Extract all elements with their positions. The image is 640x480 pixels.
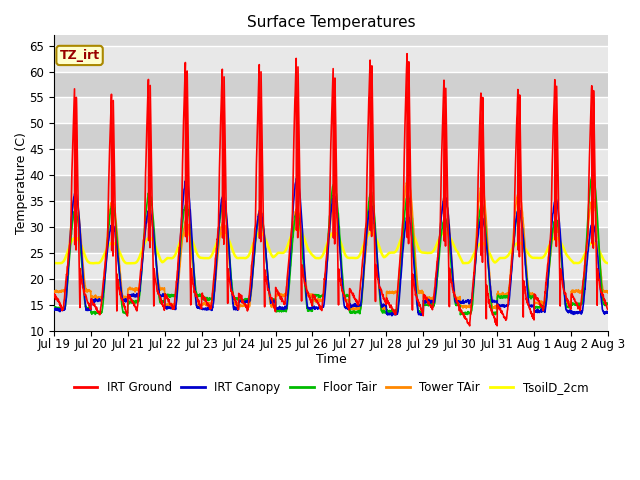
IRT Canopy <box>50 307 58 313</box>
Line: IRT Ground: IRT Ground <box>54 54 608 326</box>
IRT Canopy <box>205 307 212 312</box>
IRT Ground <box>466 323 474 329</box>
Floor Tair <box>604 301 612 307</box>
Bar <box>54 175 608 201</box>
Tower TAir <box>359 282 367 288</box>
Bar <box>54 72 608 97</box>
Floor Tair <box>205 297 212 303</box>
Y-axis label: Temperature (C): Temperature (C) <box>15 132 28 234</box>
TsoilD_2cm <box>359 243 367 249</box>
Bar <box>54 279 608 305</box>
IRT Ground <box>205 302 212 308</box>
TsoilD_2cm <box>404 225 412 230</box>
Floor Tair <box>347 310 355 315</box>
Bar <box>54 201 608 227</box>
Bar <box>54 97 608 123</box>
Bar <box>54 305 608 331</box>
TsoilD_2cm <box>127 261 134 266</box>
Floor Tair <box>556 233 563 239</box>
Tower TAir <box>493 303 500 309</box>
Floor Tair <box>359 282 367 288</box>
X-axis label: Time: Time <box>316 352 346 366</box>
Tower TAir <box>351 307 358 313</box>
Floor Tair <box>588 172 596 178</box>
TsoilD_2cm <box>348 255 355 261</box>
Line: Floor Tair: Floor Tair <box>54 175 608 315</box>
IRT Ground <box>403 51 411 57</box>
IRT Ground <box>50 292 58 298</box>
IRT Ground <box>604 306 612 312</box>
Tower TAir <box>571 289 579 295</box>
Tower TAir <box>556 238 563 244</box>
Bar <box>54 123 608 149</box>
Bar <box>54 227 608 253</box>
Bar <box>54 149 608 175</box>
Legend: IRT Ground, IRT Canopy, Floor Tair, Tower TAir, TsoilD_2cm: IRT Ground, IRT Canopy, Floor Tair, Towe… <box>69 376 593 398</box>
Line: IRT Canopy: IRT Canopy <box>54 178 608 316</box>
IRT Canopy <box>388 313 396 319</box>
IRT Canopy <box>359 276 367 282</box>
Line: Tower TAir: Tower TAir <box>54 178 608 310</box>
IRT Ground <box>556 257 563 263</box>
Floor Tair <box>50 306 58 312</box>
Floor Tair <box>460 312 468 318</box>
IRT Ground <box>359 256 367 262</box>
TsoilD_2cm <box>571 260 579 266</box>
Tower TAir <box>604 290 612 296</box>
Tower TAir <box>50 288 58 294</box>
Bar <box>54 46 608 72</box>
IRT Canopy <box>293 175 301 180</box>
Title: Surface Temperatures: Surface Temperatures <box>246 15 415 30</box>
IRT Ground <box>347 288 355 294</box>
IRT Canopy <box>604 310 612 315</box>
TsoilD_2cm <box>205 255 212 261</box>
IRT Canopy <box>493 299 500 305</box>
Tower TAir <box>205 300 212 305</box>
Floor Tair <box>571 301 579 307</box>
TsoilD_2cm <box>493 259 500 264</box>
IRT Ground <box>493 321 500 327</box>
TsoilD_2cm <box>50 260 58 266</box>
TsoilD_2cm <box>604 260 612 266</box>
Bar <box>54 253 608 279</box>
Tower TAir <box>404 175 412 180</box>
IRT Canopy <box>348 304 355 310</box>
Text: TZ_irt: TZ_irt <box>60 49 100 62</box>
IRT Canopy <box>571 309 579 315</box>
IRT Ground <box>571 297 579 303</box>
Floor Tair <box>492 311 500 316</box>
TsoilD_2cm <box>556 238 563 243</box>
IRT Canopy <box>556 220 563 226</box>
Tower TAir <box>347 306 355 312</box>
Line: TsoilD_2cm: TsoilD_2cm <box>54 228 608 264</box>
